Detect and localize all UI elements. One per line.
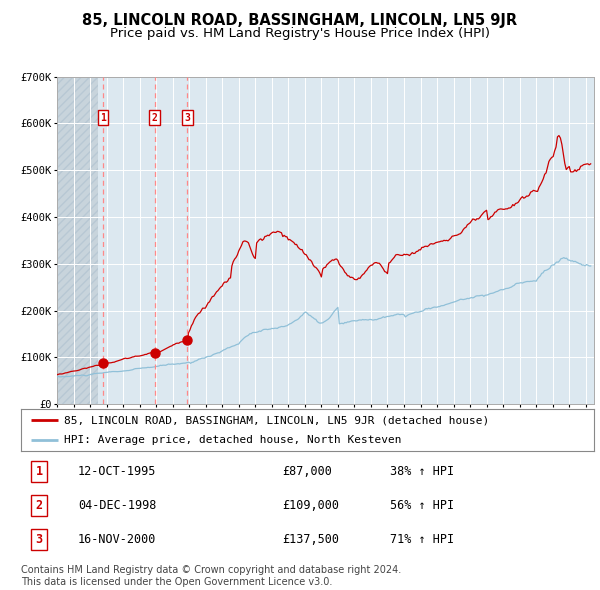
- Text: £137,500: £137,500: [282, 533, 339, 546]
- Text: 85, LINCOLN ROAD, BASSINGHAM, LINCOLN, LN5 9JR (detached house): 85, LINCOLN ROAD, BASSINGHAM, LINCOLN, L…: [64, 415, 489, 425]
- Text: Contains HM Land Registry data © Crown copyright and database right 2024.
This d: Contains HM Land Registry data © Crown c…: [21, 565, 401, 587]
- Text: £87,000: £87,000: [282, 465, 332, 478]
- Text: 12-OCT-1995: 12-OCT-1995: [78, 465, 157, 478]
- Text: 3: 3: [35, 533, 43, 546]
- Text: 85, LINCOLN ROAD, BASSINGHAM, LINCOLN, LN5 9JR: 85, LINCOLN ROAD, BASSINGHAM, LINCOLN, L…: [82, 13, 518, 28]
- Bar: [57, 77, 98, 404]
- Text: HPI: Average price, detached house, North Kesteven: HPI: Average price, detached house, Nort…: [64, 435, 401, 445]
- Text: £109,000: £109,000: [282, 499, 339, 512]
- Text: 2: 2: [152, 113, 158, 123]
- Text: 38% ↑ HPI: 38% ↑ HPI: [390, 465, 454, 478]
- Text: 16-NOV-2000: 16-NOV-2000: [78, 533, 157, 546]
- Text: 1: 1: [35, 465, 43, 478]
- Text: Price paid vs. HM Land Registry's House Price Index (HPI): Price paid vs. HM Land Registry's House …: [110, 27, 490, 40]
- Text: 04-DEC-1998: 04-DEC-1998: [78, 499, 157, 512]
- Text: 2: 2: [35, 499, 43, 512]
- Text: 56% ↑ HPI: 56% ↑ HPI: [390, 499, 454, 512]
- Text: 1: 1: [100, 113, 106, 123]
- Text: 71% ↑ HPI: 71% ↑ HPI: [390, 533, 454, 546]
- Text: 3: 3: [184, 113, 190, 123]
